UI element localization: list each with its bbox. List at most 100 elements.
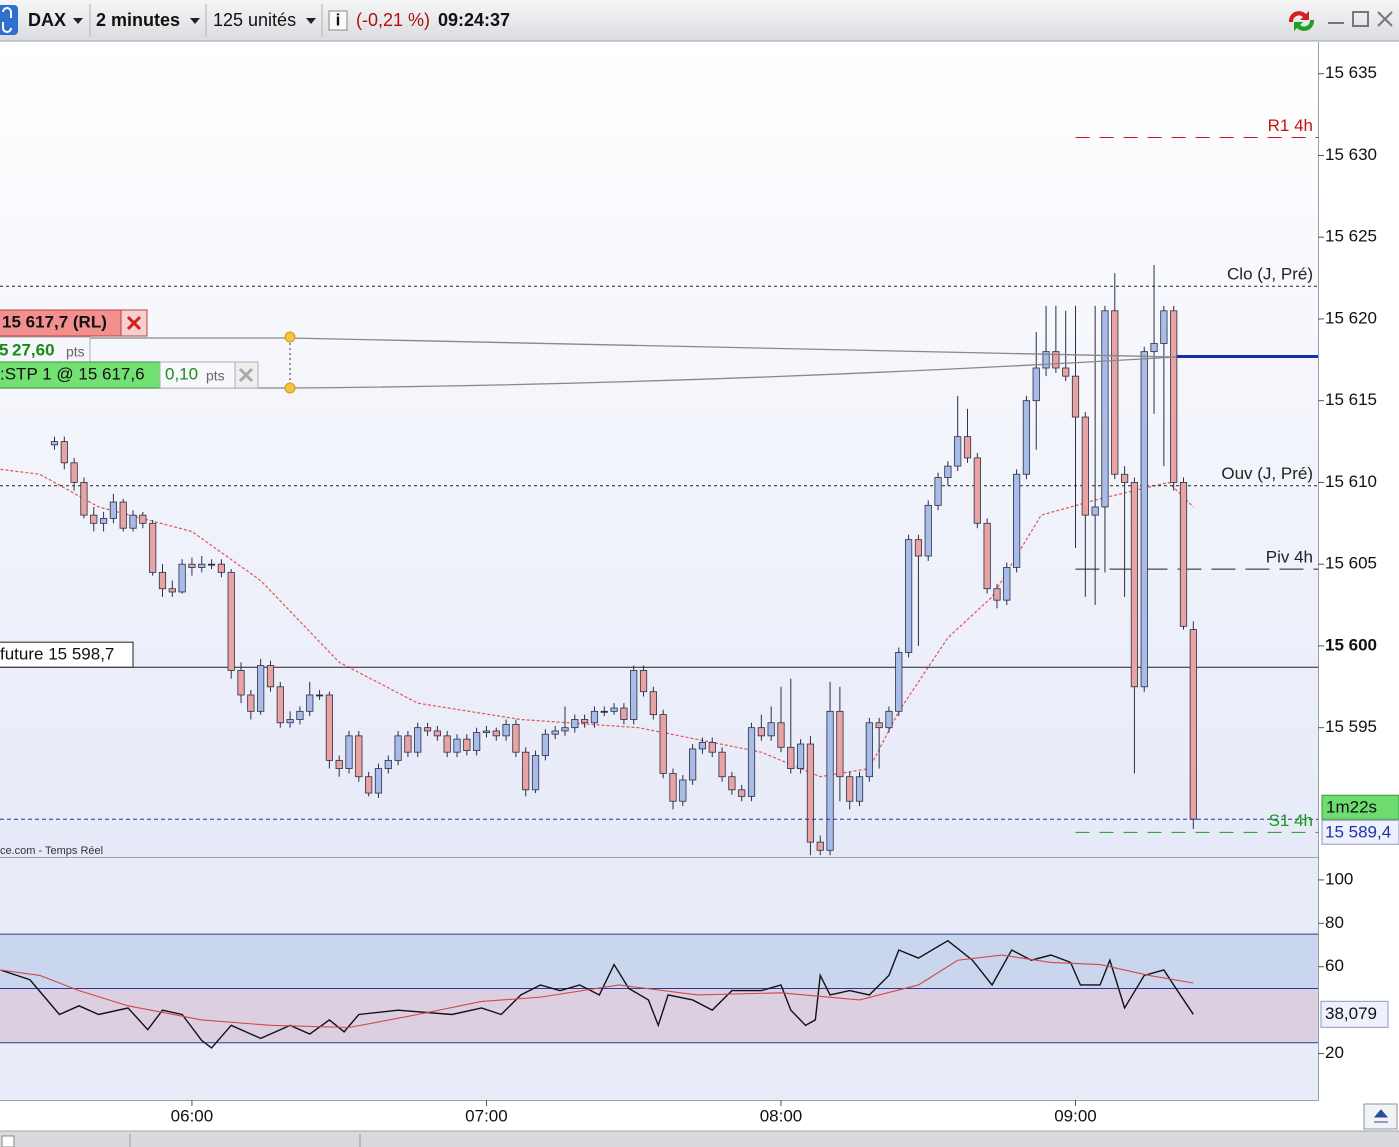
- symbol[interactable]: DAX: [28, 10, 66, 30]
- distance: 27,60: [12, 340, 55, 359]
- candle-body: [541, 733, 549, 756]
- candle-body: [679, 779, 687, 802]
- distance-prefix: 5: [0, 340, 8, 359]
- candle-body: [257, 665, 265, 712]
- candle-body: [1170, 310, 1178, 483]
- candle-body: [335, 759, 343, 769]
- candle-body: [659, 714, 667, 774]
- candle-body: [1042, 351, 1050, 369]
- candle-body: [610, 707, 618, 712]
- link-icon[interactable]: [0, 5, 18, 35]
- candle-body: [855, 776, 864, 802]
- refresh-icon[interactable]: [1294, 20, 1315, 31]
- cancel-glyph: [238, 367, 254, 383]
- close-button[interactable]: [1377, 11, 1393, 27]
- stop-box[interactable]: [0, 361, 161, 389]
- candle-body: [1013, 473, 1021, 568]
- indicator-value: 38,079: [1325, 1004, 1377, 1023]
- info-button[interactable]: [328, 10, 348, 31]
- candle-body: [600, 710, 608, 713]
- current-price-box: [1321, 819, 1399, 845]
- candle-body: [728, 776, 736, 791]
- candle-body: [149, 522, 157, 573]
- candle-body: [119, 501, 127, 529]
- candle-body: [109, 501, 117, 519]
- candle-body: [139, 514, 147, 524]
- candle-body: [286, 719, 294, 724]
- data-source: ce.com - Temps Réel: [0, 845, 103, 857]
- x-tick-label: 07:00: [465, 1106, 508, 1125]
- candle-body: [1081, 416, 1089, 516]
- dropdown-arrow[interactable]: [73, 18, 83, 24]
- candle-body: [1052, 351, 1060, 369]
- candle-body: [414, 727, 422, 753]
- candle-body: [963, 436, 972, 459]
- stop-label: :STP 1 @ 15 617,6: [0, 364, 145, 383]
- scroll-glyph: [1373, 1109, 1389, 1123]
- candle-body: [630, 670, 638, 720]
- candle-body: [639, 670, 648, 693]
- candle-body: [90, 514, 98, 524]
- y-tick-label: 15 625: [1325, 227, 1377, 246]
- candle-body: [531, 755, 540, 791]
- candle-body: [198, 563, 206, 568]
- candle-body: [905, 539, 913, 653]
- y-tick-label: 15 615: [1325, 390, 1377, 409]
- level-label: Clo (J, Pré): [1227, 265, 1313, 284]
- candle-body: [60, 441, 68, 464]
- candle-body: [247, 694, 255, 712]
- dropdown-arrow[interactable]: [306, 18, 316, 24]
- candle-body: [522, 751, 530, 791]
- candle-body: [80, 482, 88, 516]
- y-tick-label: 15 620: [1325, 308, 1377, 327]
- dropdown-arrow[interactable]: [190, 18, 200, 24]
- timer-box: [1321, 794, 1399, 820]
- price-pane: [0, 42, 1318, 857]
- candle-body: [512, 724, 520, 753]
- period[interactable]: 2 minutes: [96, 10, 180, 30]
- candle-body: [944, 465, 952, 478]
- order-box[interactable]: [0, 309, 122, 337]
- candle-body: [473, 732, 481, 751]
- candle-body: [237, 670, 245, 696]
- candle-body: [423, 727, 432, 732]
- candle-body: [1032, 367, 1040, 402]
- candle-body: [463, 738, 471, 751]
- candle-body: [296, 710, 304, 720]
- candle-body: [718, 751, 726, 778]
- stop-distance: 0,10: [165, 364, 198, 383]
- distance-unit: pts: [66, 344, 85, 360]
- maximize-button[interactable]: [1352, 11, 1369, 27]
- order-label: 15 617,7 (RL): [2, 312, 107, 331]
- y-tick-label: 15 600: [1325, 635, 1377, 654]
- order-handle[interactable]: [284, 382, 296, 394]
- price-axis: [1318, 42, 1399, 1102]
- future-box: [0, 641, 134, 668]
- candle-body: [914, 539, 923, 557]
- order-handle[interactable]: [284, 331, 296, 343]
- distance-box: [0, 336, 91, 363]
- x-tick-label: 09:00: [1054, 1106, 1097, 1125]
- y-tick-label: 60: [1325, 956, 1344, 975]
- candle-body: [129, 514, 137, 529]
- candle-body: [620, 707, 628, 720]
- units[interactable]: 125 unités: [213, 10, 296, 30]
- candle-body: [698, 741, 707, 750]
- refresh-icon[interactable]: [1288, 11, 1309, 22]
- level-label: S1 4h: [1269, 811, 1313, 830]
- x-tick-label: 06:00: [171, 1106, 214, 1125]
- candle-body: [315, 694, 324, 697]
- change: (-0,21 %): [356, 10, 430, 30]
- candle-body: [1130, 482, 1139, 688]
- y-tick-label: 80: [1325, 913, 1344, 932]
- candle-body: [355, 735, 363, 778]
- candle-body: [227, 571, 235, 671]
- candle-body: [954, 436, 962, 467]
- bottom-bar: [0, 1131, 1399, 1147]
- candle-body: [806, 743, 815, 843]
- y-tick-label: 15 610: [1325, 472, 1377, 491]
- candle-body: [1003, 567, 1011, 601]
- bottom-button[interactable]: [1, 1135, 15, 1147]
- order-connector: [0, 356, 1177, 389]
